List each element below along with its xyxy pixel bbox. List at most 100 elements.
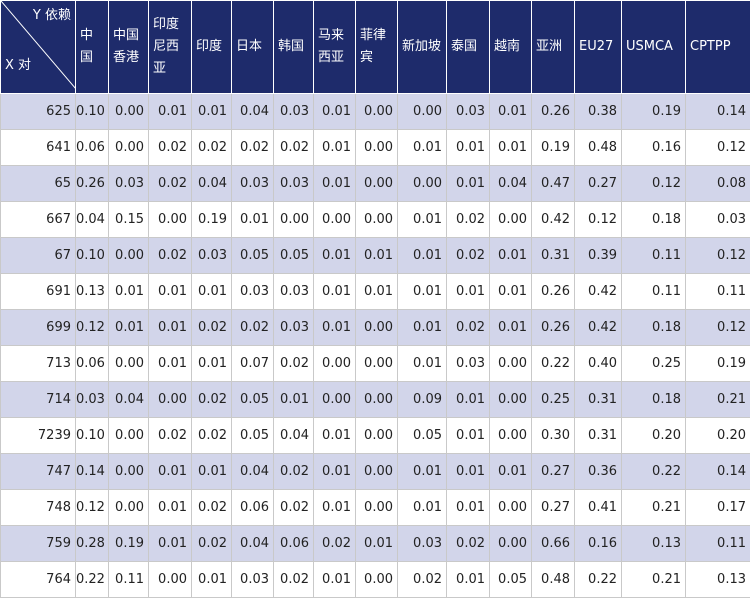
column-header: 马来西亚 xyxy=(314,1,356,94)
cell: 0.26 xyxy=(76,166,109,202)
cell: 0.39 xyxy=(575,238,622,274)
cell: 0.01 xyxy=(314,130,356,166)
cell: 0.08 xyxy=(686,166,750,202)
x-label: X 对 xyxy=(5,55,31,77)
cell: 0.12 xyxy=(686,238,750,274)
row-label: 759 xyxy=(1,526,76,562)
cell: 0.26 xyxy=(532,310,575,346)
cell: 0.06 xyxy=(232,490,274,526)
cell: 0.12 xyxy=(76,310,109,346)
cell: 0.01 xyxy=(149,274,192,310)
cell: 0.06 xyxy=(274,526,314,562)
cell: 0.01 xyxy=(314,166,356,202)
cell: 0.01 xyxy=(490,238,532,274)
cell: 0.00 xyxy=(314,346,356,382)
cell: 0.07 xyxy=(232,346,274,382)
column-header: 亚洲 xyxy=(532,1,575,94)
cell: 0.04 xyxy=(232,526,274,562)
cell: 0.25 xyxy=(622,346,686,382)
cell: 0.00 xyxy=(398,94,447,130)
cell: 0.16 xyxy=(575,526,622,562)
cell: 0.13 xyxy=(76,274,109,310)
cell: 0.00 xyxy=(356,202,398,238)
cell: 0.02 xyxy=(192,310,232,346)
cell: 0.05 xyxy=(232,382,274,418)
cell: 0.01 xyxy=(192,454,232,490)
cell: 0.00 xyxy=(490,490,532,526)
cell: 0.11 xyxy=(686,526,750,562)
cell: 0.12 xyxy=(686,310,750,346)
cell: 0.02 xyxy=(232,130,274,166)
cell: 0.26 xyxy=(532,274,575,310)
cell: 0.03 xyxy=(686,202,750,238)
cell: 0.14 xyxy=(686,454,750,490)
cell: 0.01 xyxy=(109,274,149,310)
cell: 0.41 xyxy=(575,490,622,526)
row-label: 67 xyxy=(1,238,76,274)
cell: 0.04 xyxy=(490,166,532,202)
cell: 0.21 xyxy=(622,490,686,526)
cell: 0.19 xyxy=(532,130,575,166)
column-header: 新加坡 xyxy=(398,1,447,94)
cell: 0.01 xyxy=(447,562,490,598)
cell: 0.03 xyxy=(447,346,490,382)
column-header: 韩国 xyxy=(274,1,314,94)
cell: 0.30 xyxy=(532,418,575,454)
cell: 0.01 xyxy=(398,346,447,382)
cell: 0.12 xyxy=(76,490,109,526)
cell: 0.01 xyxy=(149,94,192,130)
cell: 0.31 xyxy=(532,238,575,274)
cell: 0.04 xyxy=(274,418,314,454)
cell: 0.01 xyxy=(398,454,447,490)
cell: 0.01 xyxy=(447,454,490,490)
column-header: 中国香港 xyxy=(109,1,149,94)
cell: 0.00 xyxy=(109,94,149,130)
cell: 0.42 xyxy=(575,310,622,346)
cell: 0.02 xyxy=(447,238,490,274)
cell: 0.01 xyxy=(447,382,490,418)
cell: 0.05 xyxy=(398,418,447,454)
cell: 0.47 xyxy=(532,166,575,202)
cell: 0.14 xyxy=(686,94,750,130)
cell: 0.19 xyxy=(622,94,686,130)
column-header: 菲律宾 xyxy=(356,1,398,94)
cell: 0.14 xyxy=(76,454,109,490)
cell: 0.05 xyxy=(232,238,274,274)
cell: 0.48 xyxy=(575,130,622,166)
cell: 0.00 xyxy=(356,382,398,418)
cell: 0.01 xyxy=(447,166,490,202)
cell: 0.02 xyxy=(149,130,192,166)
corner-cell: Y 依赖 X 对 xyxy=(1,1,76,94)
cell: 0.11 xyxy=(109,562,149,598)
cell: 0.00 xyxy=(356,130,398,166)
cell: 0.03 xyxy=(274,166,314,202)
cell: 0.01 xyxy=(314,454,356,490)
cell: 0.01 xyxy=(149,310,192,346)
column-header: 日本 xyxy=(232,1,274,94)
cell: 0.00 xyxy=(149,382,192,418)
cell: 0.01 xyxy=(398,130,447,166)
cell: 0.01 xyxy=(356,274,398,310)
cell: 0.28 xyxy=(76,526,109,562)
cell: 0.02 xyxy=(192,130,232,166)
cell: 0.04 xyxy=(76,202,109,238)
cell: 0.02 xyxy=(274,346,314,382)
cell: 0.31 xyxy=(575,418,622,454)
row-label: 764 xyxy=(1,562,76,598)
cell: 0.15 xyxy=(109,202,149,238)
cell: 0.05 xyxy=(490,562,532,598)
cell: 0.02 xyxy=(274,130,314,166)
cell: 0.22 xyxy=(532,346,575,382)
cell: 0.03 xyxy=(274,94,314,130)
cell: 0.00 xyxy=(490,418,532,454)
cell: 0.02 xyxy=(274,562,314,598)
cell: 0.00 xyxy=(356,166,398,202)
